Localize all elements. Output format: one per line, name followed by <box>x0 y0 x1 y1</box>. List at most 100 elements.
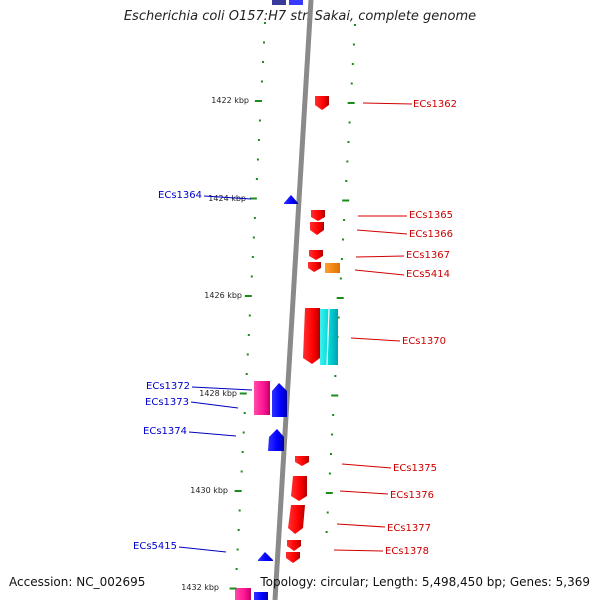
tick-mark <box>346 160 349 163</box>
feature-cyan[interactable] <box>320 309 338 365</box>
tick-mark <box>250 275 253 278</box>
gene-label-ecs1378[interactable]: ECs1378 <box>385 546 429 557</box>
tick-mark <box>352 43 355 46</box>
tick-mark <box>331 394 339 397</box>
tick-mark <box>325 531 328 533</box>
gene-ecs1377[interactable] <box>288 505 305 534</box>
gene-label-ecs1373[interactable]: ECs1373 <box>145 397 189 408</box>
tick-mark <box>251 256 254 258</box>
tick-mark <box>348 121 351 124</box>
leader-line <box>191 386 253 391</box>
tick-mark <box>235 568 238 570</box>
feature-cyan-divider <box>326 308 330 366</box>
tick-mark <box>253 217 256 219</box>
leader-line <box>333 549 384 552</box>
tick-mark <box>342 199 350 202</box>
gene-ecs1365[interactable] <box>311 210 325 221</box>
kbp-label: 1426 kbp <box>204 291 242 300</box>
kbp-label: 1422 kbp <box>211 96 249 105</box>
gene-ecs1378-a[interactable] <box>287 540 301 551</box>
gene-ecs1364[interactable] <box>284 195 298 204</box>
tick-mark <box>252 236 255 239</box>
tick-mark <box>347 102 355 104</box>
leader-line <box>355 255 405 258</box>
gene-label-ecs1362[interactable]: ECs1362 <box>413 99 457 110</box>
gene-ecs1376[interactable] <box>291 476 307 501</box>
tick-mark <box>254 100 262 102</box>
tick-mark <box>337 316 340 319</box>
tick-mark <box>339 277 342 280</box>
gene-label-ecs1364[interactable]: ECs1364 <box>158 190 202 201</box>
tick-mark <box>351 63 354 65</box>
tick-mark <box>332 414 335 416</box>
gene-label-ecs1366[interactable]: ECs1366 <box>409 229 453 240</box>
partial-magenta-feature <box>235 588 251 600</box>
leader-line <box>350 337 401 342</box>
tick-mark <box>328 472 331 475</box>
tick-mark <box>326 511 329 514</box>
tick-mark <box>264 22 266 24</box>
leader-line <box>339 490 389 495</box>
tick-mark <box>331 433 334 436</box>
tick-mark <box>347 141 350 143</box>
gene-ecs1366[interactable] <box>310 222 324 235</box>
topology-text: Topology: circular; Length: 5,498,450 bp… <box>260 575 590 589</box>
gene-ecs5415[interactable] <box>258 552 273 561</box>
kbp-label: 1430 kbp <box>190 486 228 495</box>
gene-ecs1378-b[interactable] <box>286 552 300 563</box>
tick-mark <box>245 373 248 375</box>
tick-mark <box>242 431 245 434</box>
tick-mark <box>329 453 332 455</box>
leader-line <box>336 523 386 528</box>
partial-reverse-feature <box>272 0 286 5</box>
tick-mark <box>229 587 237 590</box>
gene-ecs1362[interactable] <box>315 96 329 110</box>
gene-label-ecs1376[interactable]: ECs1376 <box>390 490 434 501</box>
tick-mark <box>237 529 240 531</box>
tick-mark <box>325 492 333 494</box>
gene-label-ecs1365[interactable]: ECs1365 <box>409 210 453 221</box>
partial-reverse-feature <box>289 0 303 5</box>
gene-label-ecs1374[interactable]: ECs1374 <box>143 426 187 437</box>
gene-label-ecs1370[interactable]: ECs1370 <box>402 336 446 347</box>
tick-mark <box>258 119 261 122</box>
gene-ecs1367[interactable] <box>309 250 323 260</box>
tick-mark <box>239 392 247 395</box>
kbp-label: 1424 kbp <box>208 194 246 203</box>
gene-ecs5414[interactable] <box>325 263 340 273</box>
gene-label-ecs1367[interactable]: ECs1367 <box>406 250 450 261</box>
tick-mark <box>248 314 251 317</box>
tick-mark <box>257 139 260 141</box>
partial-reverse-feature <box>254 592 268 600</box>
gene-ecs1375[interactable] <box>295 456 309 466</box>
tick-mark <box>261 61 264 63</box>
leader-line <box>362 102 413 105</box>
tick-mark <box>243 412 246 414</box>
kbp-label: 1432 kbp <box>181 583 219 592</box>
gene-ecs1370[interactable] <box>303 308 320 364</box>
gene-ecs1372[interactable] <box>254 381 270 415</box>
tick-mark <box>354 24 356 26</box>
gene-label-ecs5415[interactable]: ECs5415 <box>133 541 177 552</box>
tick-mark <box>350 82 353 85</box>
tick-mark <box>336 297 344 299</box>
accession-text: Accession: NC_002695 <box>9 575 146 589</box>
gene-label-ecs1377[interactable]: ECs1377 <box>387 523 431 534</box>
tick-marks <box>229 22 356 590</box>
leader-line <box>341 463 392 469</box>
gene-label-ecs1375[interactable]: ECs1375 <box>393 463 437 474</box>
gene-label-ecs1372[interactable]: ECs1372 <box>146 381 190 392</box>
gene-ecs1373[interactable] <box>272 383 287 417</box>
leader-line <box>356 229 408 235</box>
tick-mark <box>343 219 346 221</box>
tick-mark <box>255 178 258 180</box>
gene-label-ecs5414[interactable]: ECs5414 <box>406 269 450 280</box>
tick-mark <box>262 41 265 44</box>
tick-mark <box>341 238 344 241</box>
tick-mark <box>244 295 252 297</box>
gene-ecs1374[interactable] <box>268 429 284 451</box>
gene-ecs-red-small[interactable] <box>308 262 321 272</box>
leader-line <box>178 546 227 553</box>
leader-line <box>190 401 239 409</box>
